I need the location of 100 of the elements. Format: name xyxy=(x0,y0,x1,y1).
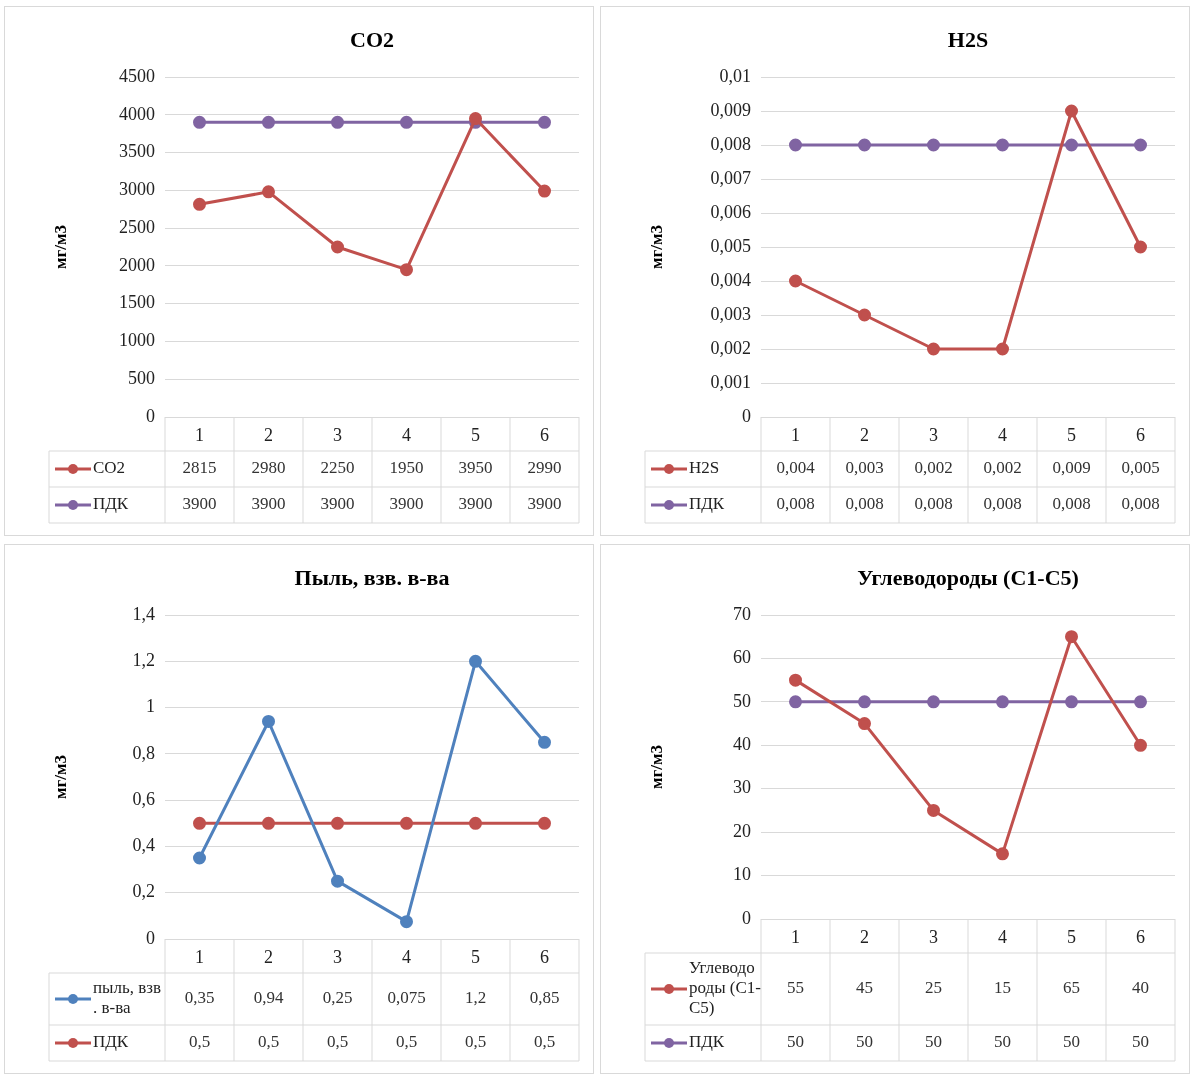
point xyxy=(469,816,482,830)
point xyxy=(331,874,344,888)
legend-label: ПДК xyxy=(689,1032,725,1052)
y-tick-label: 0 xyxy=(146,927,155,948)
point xyxy=(331,816,344,830)
point xyxy=(996,342,1009,356)
data-label: 1,2 xyxy=(464,988,487,1008)
data-label: 0,5 xyxy=(395,1032,418,1052)
point xyxy=(193,115,206,129)
point xyxy=(1134,240,1147,254)
point xyxy=(927,803,940,817)
data-label: 3900 xyxy=(527,494,562,514)
data-label: 3950 xyxy=(458,458,493,478)
y-tick-label: 70 xyxy=(733,603,751,624)
data-label: 40 xyxy=(1132,978,1149,998)
data-label: 0,008 xyxy=(983,494,1022,514)
point xyxy=(1065,104,1078,118)
legend-label: пыль, взв. в-ва xyxy=(93,978,162,1018)
point xyxy=(1134,738,1147,752)
data-label: 50 xyxy=(994,1032,1011,1052)
data-label: 0,25 xyxy=(322,988,353,1008)
data-label: 50 xyxy=(787,1032,804,1052)
point xyxy=(538,184,551,198)
y-tick-label: 2500 xyxy=(119,216,155,237)
y-tick-label: 4000 xyxy=(119,103,155,124)
point xyxy=(538,735,551,749)
x-tick-label: 2 xyxy=(264,424,273,445)
data-label: 2815 xyxy=(182,458,217,478)
point xyxy=(331,240,344,254)
point xyxy=(1134,138,1147,152)
y-tick-label: 1 xyxy=(146,696,155,717)
legend-label: H2S xyxy=(689,458,720,478)
x-tick-label: 5 xyxy=(471,946,480,967)
data-label: 0,008 xyxy=(776,494,815,514)
data-label: 25 xyxy=(925,978,942,998)
data-label: 3900 xyxy=(389,494,424,514)
data-label: 50 xyxy=(856,1032,873,1052)
y-tick-label: 2000 xyxy=(119,254,155,275)
chart-title: Углеводороды (С1-С5) xyxy=(857,564,1079,590)
chart-title: H2S xyxy=(947,26,989,52)
x-tick-label: 2 xyxy=(860,926,869,947)
x-tick-label: 1 xyxy=(791,424,800,445)
point xyxy=(193,816,206,830)
x-tick-label: 6 xyxy=(540,946,549,967)
y-tick-label: 0,002 xyxy=(710,337,751,358)
x-tick-label: 4 xyxy=(998,424,1007,445)
point xyxy=(789,695,802,709)
x-tick-label: 2 xyxy=(264,946,273,967)
data-label: 0,5 xyxy=(464,1032,487,1052)
y-tick-label: 50 xyxy=(733,690,751,711)
data-label: 0,008 xyxy=(914,494,953,514)
y-tick-label: 0,008 xyxy=(710,133,751,154)
point xyxy=(262,714,275,728)
point xyxy=(996,138,1009,152)
data-label: 2980 xyxy=(251,458,286,478)
point xyxy=(469,654,482,668)
point xyxy=(262,185,275,199)
data-label: 0,35 xyxy=(184,988,215,1008)
x-tick-label: 5 xyxy=(471,424,480,445)
point xyxy=(858,308,871,322)
data-label: 0,008 xyxy=(845,494,884,514)
y-tick-label: 40 xyxy=(733,734,751,755)
data-label: 0,008 xyxy=(1052,494,1091,514)
point xyxy=(789,138,802,152)
point xyxy=(400,263,413,277)
y-tick-label: 20 xyxy=(733,820,751,841)
y-tick-label: 0,001 xyxy=(710,371,751,392)
x-tick-label: 1 xyxy=(791,926,800,947)
chart-title: CO2 xyxy=(350,26,394,52)
y-tick-label: 0 xyxy=(742,405,751,426)
y-tick-label: 0,6 xyxy=(132,788,155,809)
y-tick-label: 0 xyxy=(146,405,155,426)
legend-label: ПДК xyxy=(93,494,129,514)
y-tick-label: 1,2 xyxy=(132,650,155,671)
point xyxy=(789,673,802,687)
y-tick-label: 0,009 xyxy=(710,99,751,120)
y-tick-label: 1000 xyxy=(119,330,155,351)
point xyxy=(400,915,413,929)
data-label: 50 xyxy=(1132,1032,1149,1052)
y-tick-label: 1500 xyxy=(119,292,155,313)
data-label: 55 xyxy=(787,978,804,998)
x-tick-label: 4 xyxy=(998,926,1007,947)
y-tick-label: 60 xyxy=(733,647,751,668)
data-label: 0,85 xyxy=(529,988,560,1008)
point xyxy=(858,138,871,152)
y-tick-label: 4500 xyxy=(119,65,155,86)
data-label: 2250 xyxy=(320,458,355,478)
x-tick-label: 1 xyxy=(195,424,204,445)
y-tick-label: 0,4 xyxy=(132,835,155,856)
data-label: 3900 xyxy=(182,494,217,514)
x-tick-label: 6 xyxy=(1136,424,1145,445)
data-label: 0,002 xyxy=(983,458,1022,478)
y-tick-label: 10 xyxy=(733,864,751,885)
point xyxy=(996,695,1009,709)
x-tick-label: 3 xyxy=(333,946,342,967)
legend-label: Углеводороды (С1-С5) xyxy=(689,958,762,1018)
point xyxy=(193,851,206,865)
x-tick-label: 4 xyxy=(402,424,411,445)
data-label: 0,009 xyxy=(1052,458,1091,478)
legend-label: ПДК xyxy=(689,494,725,514)
